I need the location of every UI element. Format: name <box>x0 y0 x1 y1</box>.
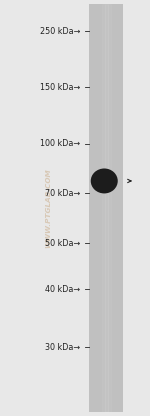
Bar <box>102 4 105 412</box>
Text: 70 kDa→: 70 kDa→ <box>45 189 80 198</box>
Text: 50 kDa→: 50 kDa→ <box>45 239 80 248</box>
Text: 40 kDa→: 40 kDa→ <box>45 285 80 294</box>
Text: 150 kDa→: 150 kDa→ <box>40 83 80 92</box>
Text: 100 kDa→: 100 kDa→ <box>40 139 80 148</box>
Bar <box>105 4 108 412</box>
Ellipse shape <box>91 168 118 193</box>
Text: 250 kDa→: 250 kDa→ <box>40 27 80 36</box>
Text: 30 kDa→: 30 kDa→ <box>45 343 80 352</box>
Text: WWW.PTGLAB.COM: WWW.PTGLAB.COM <box>45 168 51 248</box>
Bar <box>108 4 111 412</box>
Bar <box>89 4 123 412</box>
